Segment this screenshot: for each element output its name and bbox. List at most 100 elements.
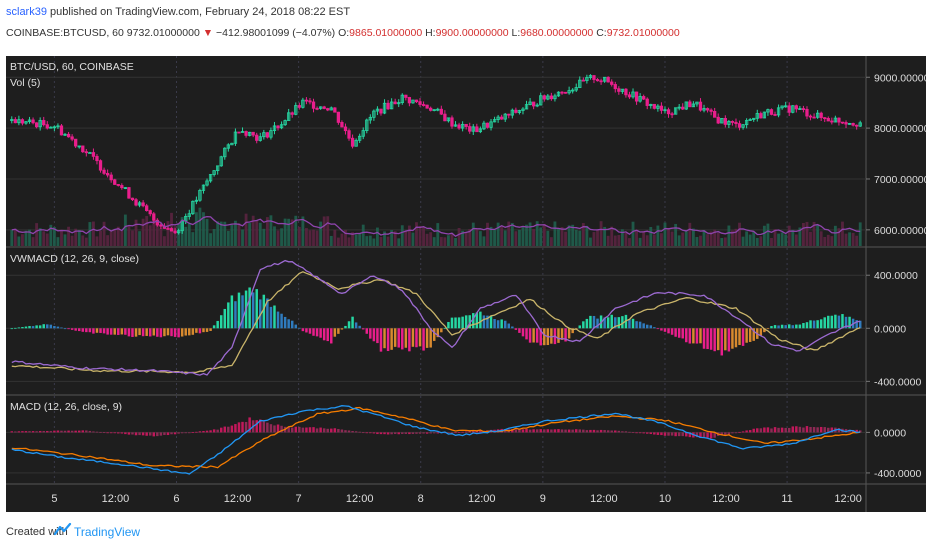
histogram-bar <box>241 421 244 433</box>
histogram-bar <box>305 328 308 333</box>
histogram-bar <box>180 328 184 337</box>
histogram-bar <box>631 318 635 329</box>
histogram-bar <box>759 328 763 336</box>
histogram-bar <box>518 429 521 433</box>
volume-bar <box>525 224 528 246</box>
volume-bar <box>131 230 134 246</box>
candle-body <box>265 132 270 138</box>
volume-bar <box>134 219 138 246</box>
y-tick-label: 7000.00000000 <box>874 174 926 186</box>
candle-body <box>471 126 475 132</box>
histogram-bar <box>585 430 589 433</box>
histogram-bar <box>205 430 209 433</box>
histogram-bar <box>621 431 624 433</box>
candle-body <box>74 138 78 147</box>
histogram-bar <box>191 328 195 335</box>
histogram-bar <box>468 315 471 329</box>
histogram-bar <box>369 328 372 339</box>
histogram-bar <box>408 432 411 435</box>
candle-body <box>134 199 138 206</box>
histogram-bar <box>503 320 507 329</box>
histogram-bar <box>773 427 777 433</box>
candle-body <box>592 75 596 80</box>
candle-body <box>45 124 49 129</box>
volume-bar <box>578 230 582 246</box>
high-label: H: <box>425 27 436 39</box>
volume-bar <box>52 226 56 246</box>
candle-body <box>343 126 348 132</box>
histogram-bar <box>447 321 450 329</box>
histogram-bar <box>308 427 312 433</box>
histogram-bar <box>791 426 795 433</box>
histogram-bar <box>546 429 550 433</box>
histogram-bar <box>713 328 716 352</box>
volume-bar <box>478 231 482 246</box>
author-link[interactable]: sclark39 <box>6 6 47 18</box>
volume-bar <box>234 220 237 246</box>
histogram-bar <box>663 328 667 332</box>
histogram-bar <box>17 327 21 329</box>
histogram-bar <box>702 432 706 438</box>
candle-body <box>500 116 504 120</box>
volume-bar <box>833 225 837 246</box>
candle-body <box>776 107 781 116</box>
candle-body <box>176 230 181 234</box>
histogram-bar <box>464 315 468 329</box>
x-tick-label: 8 <box>418 493 424 505</box>
histogram-bar <box>56 430 60 433</box>
candle-body <box>169 228 174 232</box>
histogram-bar <box>131 432 134 435</box>
candle-body <box>670 113 674 116</box>
histogram-bar <box>528 429 532 433</box>
candle-body <box>460 123 465 129</box>
histogram-bar <box>166 328 170 336</box>
histogram-bar <box>28 326 31 329</box>
histogram-bar <box>287 319 290 329</box>
histogram-bar <box>699 328 702 344</box>
histogram-bar <box>614 430 617 433</box>
volume-bar <box>251 215 255 246</box>
chart-area[interactable]: 5 12:00 6 12:00 7 12:00 8 12:00 9 12:00 10 12:00 11 1… <box>6 56 932 512</box>
volume-bar <box>258 222 262 246</box>
volume-bar <box>826 234 830 246</box>
volume-bar <box>805 221 809 246</box>
histogram-bar <box>667 328 670 334</box>
candle-body <box>645 98 649 106</box>
candle-body <box>510 109 514 116</box>
tradingview-brand[interactable]: TradingView <box>74 525 141 539</box>
chart-svg[interactable]: 5 12:00 6 12:00 7 12:00 8 12:00 9 12:00 10 12:00 11 1… <box>6 56 932 512</box>
histogram-bar <box>475 430 479 433</box>
volume-bar <box>528 222 532 246</box>
histogram-bar <box>340 328 344 330</box>
volume-bar <box>163 236 166 246</box>
volume-bar <box>599 221 603 246</box>
histogram-bar <box>326 328 329 342</box>
candles <box>10 74 862 235</box>
histogram-bar <box>734 328 738 348</box>
histogram-bar <box>312 427 315 433</box>
candle-body <box>436 108 440 111</box>
volume-bar <box>443 237 447 246</box>
volume-bar <box>305 228 308 246</box>
histogram-bar <box>606 430 610 433</box>
candle-body <box>634 91 639 102</box>
volume-bar <box>329 235 333 246</box>
candle-body <box>56 125 60 128</box>
volume-bar <box>660 233 663 246</box>
volume-bar <box>386 236 390 246</box>
histogram-bar <box>81 328 85 332</box>
histogram-bar <box>127 328 131 337</box>
histogram-bar <box>798 426 802 433</box>
volume-bar <box>418 225 422 246</box>
histogram-bar <box>127 432 131 435</box>
candle-body <box>560 91 564 94</box>
histogram-bar <box>617 317 621 329</box>
candle-body <box>840 121 845 124</box>
histogram-bar <box>660 432 663 436</box>
volume-bar <box>493 229 496 246</box>
histogram-bar <box>227 426 230 433</box>
volume-bar <box>77 229 81 246</box>
candle-body <box>752 117 756 120</box>
histogram-bar <box>567 328 571 339</box>
y-tick-label: -400.0000 <box>874 468 921 480</box>
